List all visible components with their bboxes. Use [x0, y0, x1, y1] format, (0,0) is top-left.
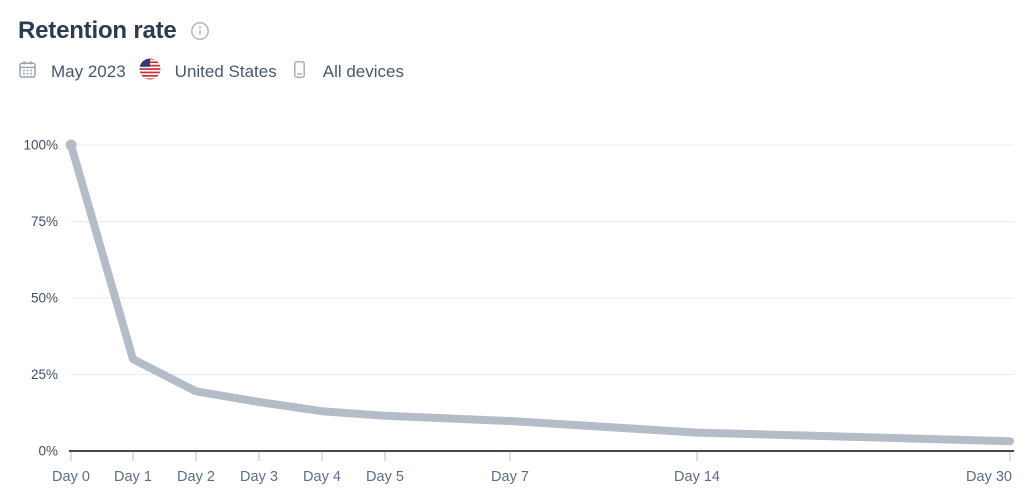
- filter-bar: May 2023: [18, 58, 404, 85]
- filter-country[interactable]: United States: [139, 58, 277, 85]
- x-axis-label: Day 1: [114, 469, 152, 485]
- filter-period-label: May 2023: [51, 61, 126, 81]
- us-flag-icon: [139, 58, 161, 85]
- y-axis-label: 100%: [23, 138, 58, 153]
- retention-line: [67, 141, 1014, 446]
- filter-device[interactable]: All devices: [290, 60, 404, 84]
- y-axis-label: 75%: [31, 214, 58, 229]
- filter-device-label: All devices: [322, 61, 404, 81]
- calendar-icon: [18, 60, 37, 84]
- x-axis-label: Day 30: [966, 469, 1012, 485]
- x-axis-label: Day 7: [491, 469, 529, 485]
- retention-chart: 0% 25% 50% 75% 100% Day 0 Day 1 Day 2 Day 3 Day 4…: [23, 138, 1014, 485]
- retention-chart-area: 0% 25% 50% 75% 100% Day 0 Day 1 Day 2 Day 3 Day 4…: [0, 120, 1026, 499]
- y-axis-label: 50%: [31, 291, 58, 306]
- chart-header: Retention rate: [18, 17, 210, 45]
- x-axis-label: Day 14: [674, 469, 720, 485]
- x-axis-label: Day 5: [366, 469, 404, 485]
- y-axis-label: 0%: [38, 444, 58, 459]
- info-icon[interactable]: [190, 21, 210, 41]
- x-axis-label: Day 0: [52, 469, 90, 485]
- page-title: Retention rate: [18, 17, 177, 44]
- y-axis-label: 25%: [31, 367, 58, 382]
- day0-dot: [65, 139, 77, 151]
- filter-country-label: United States: [174, 61, 277, 81]
- mobile-device-icon: [290, 60, 309, 84]
- filter-period[interactable]: May 2023: [18, 60, 126, 84]
- x-axis-label: Day 3: [240, 469, 278, 485]
- x-axis-label: Day 2: [177, 469, 215, 485]
- x-axis-label: Day 4: [303, 469, 341, 485]
